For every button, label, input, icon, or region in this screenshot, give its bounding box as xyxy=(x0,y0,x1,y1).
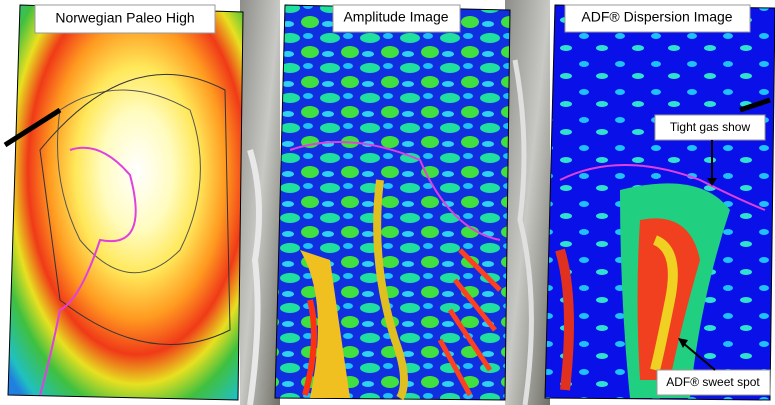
annotation: Tight gas show xyxy=(670,120,751,134)
panel-title: ADF® Dispersion Image xyxy=(581,9,732,25)
panel-title: Amplitude Image xyxy=(343,9,448,25)
panel-adf: ADF® Dispersion Image Tight gas show ADF… xyxy=(545,5,775,400)
figure: Norwegian Paleo High Amplitude Image ADF… xyxy=(0,0,775,405)
panel-paleo-high: Norwegian Paleo High xyxy=(5,5,243,400)
panel-title: Norwegian Paleo High xyxy=(55,10,194,26)
panel-amplitude: Amplitude Image xyxy=(275,5,510,400)
annotation: ADF® sweet spot xyxy=(666,375,760,389)
